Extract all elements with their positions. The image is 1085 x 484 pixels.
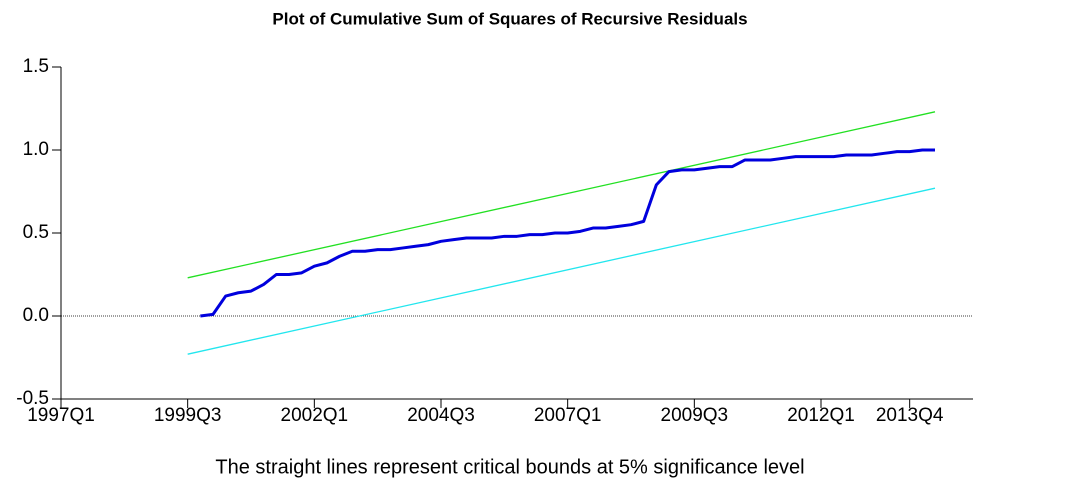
y-tick-label: 1.5 (23, 56, 49, 77)
x-tick-label: 2002Q1 (281, 405, 349, 426)
x-tick-label: 1999Q3 (154, 405, 222, 426)
chart-title: Plot of Cumulative Sum of Squares of Rec… (272, 9, 747, 28)
chart-note: The straight lines represent critical bo… (215, 456, 804, 478)
x-tick-label: 2007Q1 (534, 405, 602, 426)
x-tick-label: 1997Q1 (27, 405, 95, 426)
y-tick-label: 1.0 (23, 139, 49, 160)
series-line (200, 148, 935, 318)
y-tick-label: 0.5 (23, 222, 49, 243)
y-tick-label: -0.5 (16, 388, 49, 409)
series-line (187, 187, 936, 355)
x-tick-label: 2013Q4 (876, 405, 944, 426)
x-tick-label: 2004Q3 (407, 405, 475, 426)
x-tick-label: 2009Q3 (661, 405, 729, 426)
series-line (187, 111, 936, 279)
y-tick-label: 0.0 (23, 305, 49, 326)
x-tick-label: 2012Q1 (787, 405, 855, 426)
